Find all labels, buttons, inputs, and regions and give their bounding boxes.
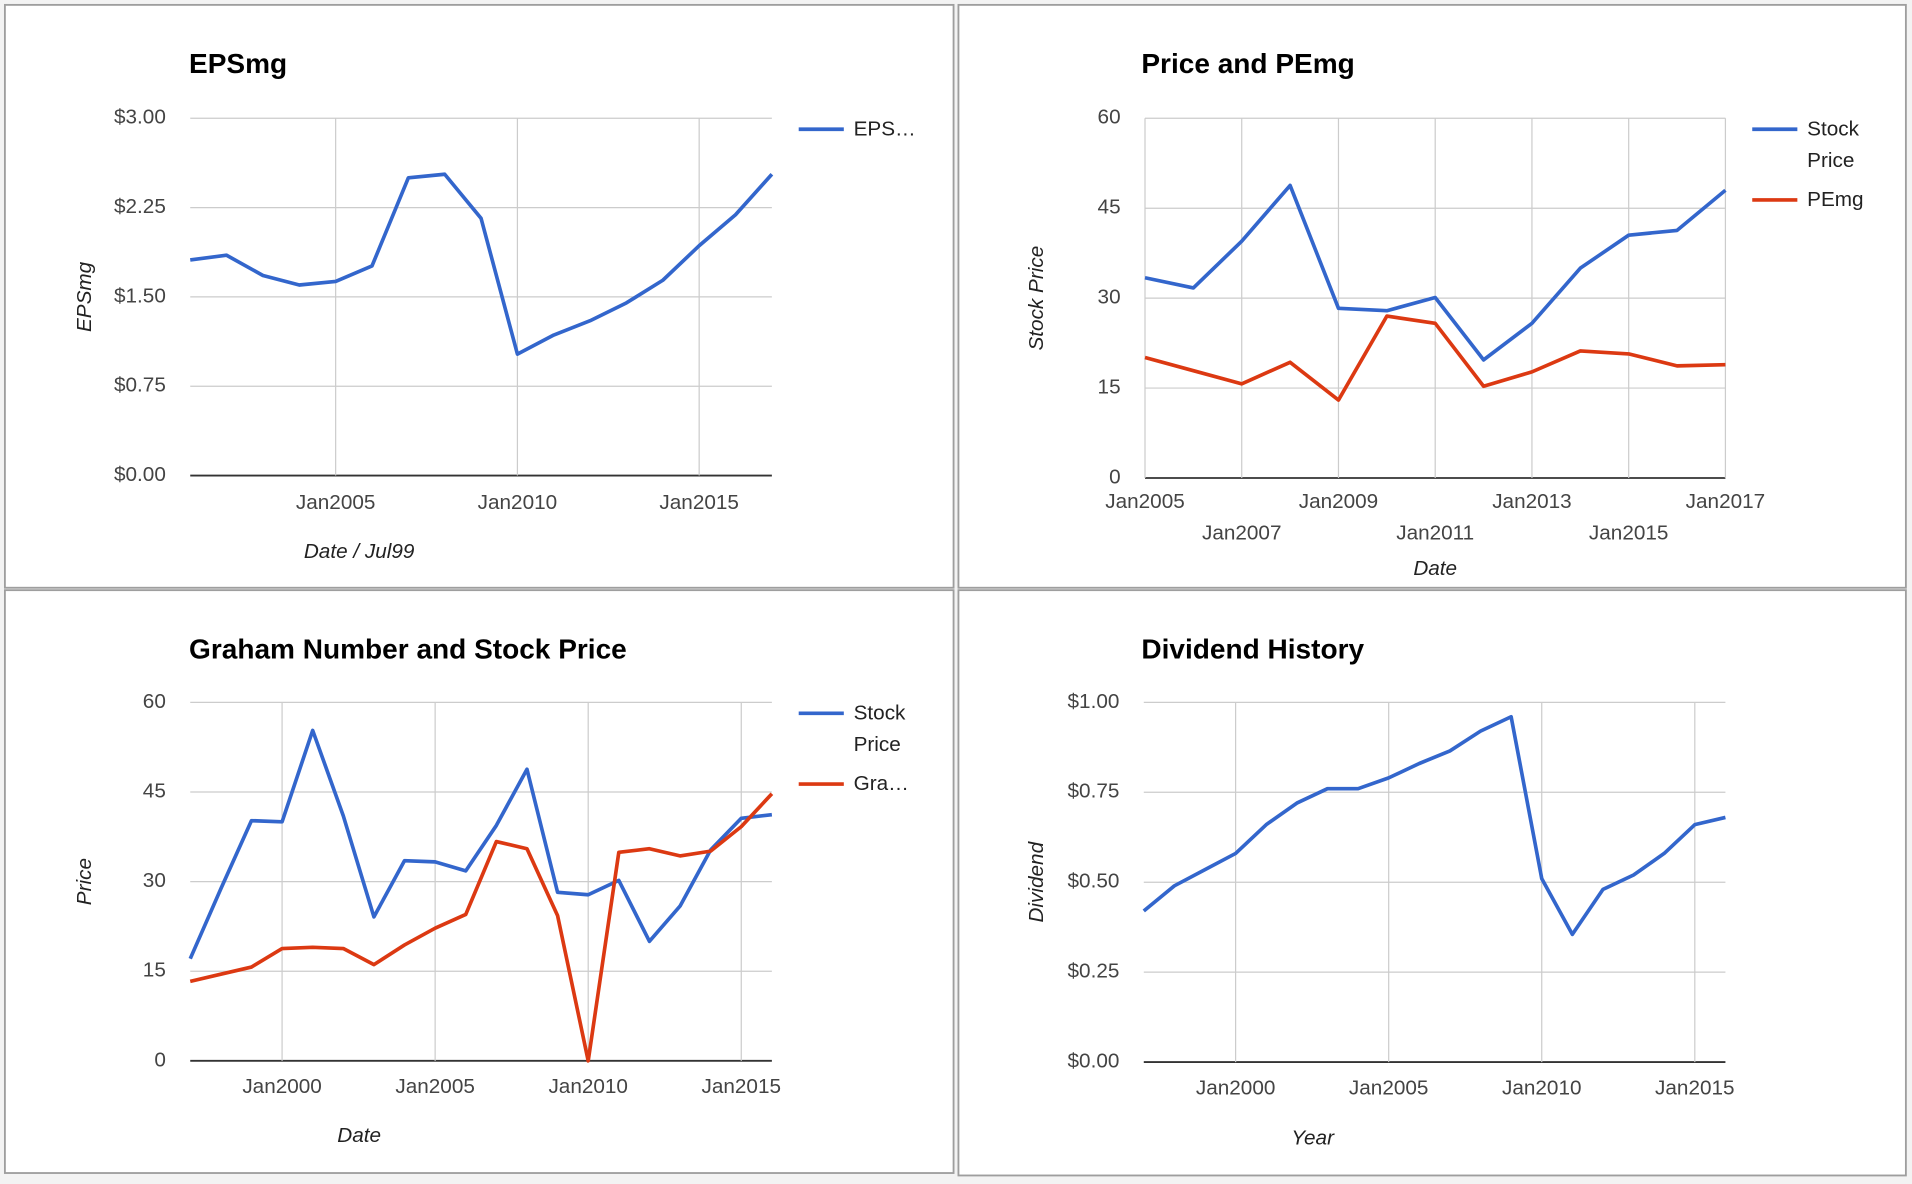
chart-title: EPSmg [189,48,287,79]
y-tick-label: $0.75 [114,374,166,397]
y-tick-label: $0.00 [114,463,166,486]
y-tick-label: $2.25 [114,195,166,218]
y-tick-label: 45 [143,779,166,802]
y-axis-title: EPSmg [73,261,96,332]
y-axis-title: Stock Price [1025,246,1048,351]
legend-entry: Gra… [853,771,909,796]
y-tick-label: 15 [143,959,166,982]
y-tick-label: 0 [1109,465,1121,488]
panel [957,3,1907,589]
y-tick-label: 45 [1098,196,1121,219]
x-tick-label: Jan2007 [1202,522,1282,545]
legend-entry: EPS… [853,117,916,141]
x-tick-label: Jan2015 [659,491,739,514]
y-tick-label: 0 [154,1048,166,1071]
y-tick-label: 60 [143,690,166,713]
legend-label: Gra… [853,771,909,796]
x-axis-title: Date [337,1124,381,1147]
y-tick-label: 30 [143,869,166,892]
x-tick-label: Jan2015 [1589,522,1669,545]
series-line [190,172,774,356]
y-axis-title: Dividend [1025,840,1048,922]
x-tick-label: Jan2005 [1105,490,1185,513]
legend-label: Stock Price [853,701,906,757]
chart-title: Dividend History [1141,633,1364,664]
y-tick-label: $0.25 [1068,960,1120,983]
x-tick-label: Jan2011 [1396,522,1474,545]
legend-entry: Stock Price [1807,117,1859,172]
series-line [1144,183,1727,362]
x-tick-label: Jan2010 [548,1075,628,1098]
x-tick-label: Jan2005 [395,1075,475,1098]
x-tick-label: Jan2000 [242,1075,321,1098]
x-tick-label: Jan2009 [1299,490,1379,513]
legend-entry: Stock Price [853,701,906,757]
x-tick-label: Jan2010 [1502,1076,1581,1099]
y-tick-label: $1.50 [114,284,166,307]
x-axis-title: Year [1291,1126,1335,1149]
y-tick-label: $0.50 [1068,870,1120,893]
legend-entry: PEmg [1807,187,1864,211]
x-tick-label: Jan2013 [1492,490,1571,513]
x-tick-label: Jan2015 [702,1075,782,1098]
series-line [1144,314,1726,402]
series-line [1142,714,1726,937]
y-tick-label: $3.00 [114,106,166,129]
chart-title: Price and PEmg [1141,48,1354,79]
y-tick-label: $0.75 [1068,780,1120,803]
x-tick-label: Jan2017 [1686,490,1765,513]
chart-title: Graham Number and Stock Price [189,633,627,664]
legend-label: PEmg [1807,187,1864,211]
x-tick-label: Jan2005 [1349,1076,1429,1099]
y-axis-title: Price [73,858,96,905]
series-line [189,792,774,1063]
y-tick-label: 15 [1098,376,1121,399]
y-tick-label: 30 [1098,286,1121,309]
x-axis-title: Date / Jul99 [304,540,415,563]
legend-label: Stock Price [1807,117,1859,172]
y-tick-label: $1.00 [1068,690,1120,713]
x-tick-label: Jan2000 [1196,1076,1276,1099]
legend-label: EPS… [853,117,916,141]
x-axis-title: Date [1413,557,1457,580]
y-tick-label: $0.00 [1068,1050,1120,1073]
x-tick-label: Jan2010 [478,491,557,514]
series-line [188,728,773,960]
x-tick-label: Jan2015 [1655,1076,1734,1099]
y-tick-label: 60 [1098,106,1121,129]
x-tick-label: Jan2005 [296,491,376,514]
